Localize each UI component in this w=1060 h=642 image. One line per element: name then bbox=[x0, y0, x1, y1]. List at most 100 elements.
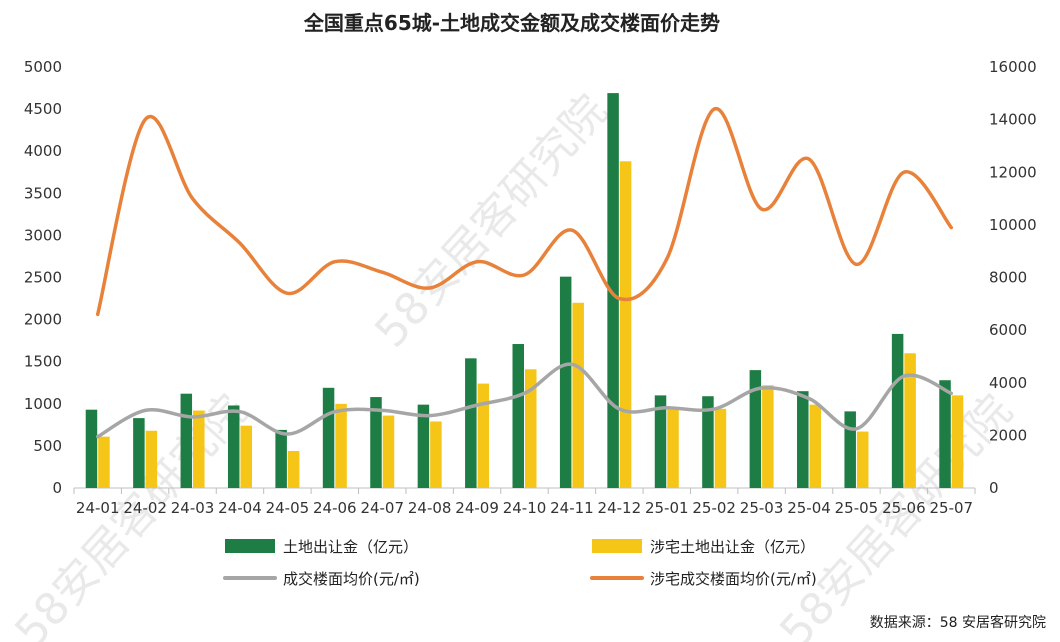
y-left-tick-label: 3500 bbox=[24, 184, 62, 202]
y-left-tick-label: 4500 bbox=[24, 100, 62, 118]
bar-land-revenue bbox=[465, 358, 477, 488]
line-residential-avg-floor-price bbox=[95, 107, 954, 317]
x-tick-label: 25-02 bbox=[692, 499, 736, 517]
bar-land-revenue bbox=[512, 344, 524, 488]
bar-land-revenue bbox=[559, 276, 572, 488]
bar-residential-land-revenue bbox=[714, 408, 727, 488]
bar-land-revenue bbox=[180, 393, 193, 488]
x-tick-label: 24-05 bbox=[266, 499, 310, 517]
bar-land-revenue bbox=[607, 93, 619, 489]
x-tick-label: 25-03 bbox=[740, 499, 784, 517]
legend-label: 成交楼面均价(元/㎡) bbox=[283, 570, 420, 588]
y-right-tick-label: 12000 bbox=[989, 163, 1037, 181]
point-avg-floor-price bbox=[475, 403, 479, 407]
point-avg-floor-price bbox=[902, 374, 906, 378]
bar-land-revenue bbox=[133, 418, 145, 488]
y-right-tick-label: 0 bbox=[989, 479, 999, 497]
y-right-tick-label: 2000 bbox=[989, 426, 1027, 444]
bar-residential-land-revenue bbox=[477, 383, 490, 488]
point-residential-avg-floor-price bbox=[523, 273, 526, 277]
x-tick-label: 24-02 bbox=[123, 499, 167, 517]
point-avg-floor-price bbox=[285, 432, 289, 436]
bar-land-revenue bbox=[227, 405, 240, 488]
x-tick-label: 24-01 bbox=[76, 499, 120, 517]
y-right-tick-label: 8000 bbox=[989, 269, 1027, 287]
y-left-tick-label: 2000 bbox=[24, 311, 62, 329]
y-right-tick-label: 6000 bbox=[989, 321, 1027, 339]
point-residential-avg-floor-price bbox=[380, 270, 384, 274]
y-left-tick-label: 5000 bbox=[24, 58, 62, 76]
y-right-tick-label: 10000 bbox=[989, 216, 1037, 234]
legend-swatch bbox=[592, 539, 642, 553]
legend-swatch bbox=[225, 539, 275, 553]
point-residential-avg-floor-price bbox=[238, 241, 242, 245]
bar-residential-land-revenue bbox=[98, 436, 110, 488]
point-residential-avg-floor-price bbox=[333, 260, 337, 264]
bar-land-revenue bbox=[417, 404, 430, 488]
bar-land-revenue bbox=[844, 411, 856, 488]
point-residential-avg-floor-price bbox=[143, 118, 147, 122]
x-tick-label: 25-06 bbox=[882, 499, 926, 517]
point-residential-avg-floor-price bbox=[285, 291, 289, 295]
bar-residential-land-revenue bbox=[762, 385, 774, 488]
bar-residential-land-revenue bbox=[951, 395, 964, 488]
bar-residential-land-revenue bbox=[856, 431, 869, 488]
x-tick-label: 25-05 bbox=[835, 499, 879, 517]
y-right-tick-label: 14000 bbox=[989, 111, 1037, 129]
bar-residential-land-revenue bbox=[240, 425, 252, 488]
bar-residential-land-revenue bbox=[904, 353, 916, 488]
bar-land-revenue bbox=[749, 370, 762, 488]
point-residential-avg-floor-price bbox=[854, 262, 858, 266]
y-left-tick-label: 0 bbox=[52, 479, 62, 497]
x-tick-label: 24-07 bbox=[360, 499, 404, 517]
x-tick-label: 24-09 bbox=[455, 499, 499, 517]
y-right-tick-label: 4000 bbox=[989, 374, 1027, 392]
bars bbox=[85, 93, 964, 489]
point-avg-floor-price bbox=[712, 407, 716, 411]
point-avg-floor-price bbox=[665, 406, 669, 410]
x-tick-label: 24-08 bbox=[408, 499, 452, 517]
x-tick-label: 25-01 bbox=[645, 499, 689, 517]
bar-land-revenue bbox=[85, 409, 98, 488]
bar-residential-land-revenue bbox=[430, 421, 442, 488]
x-tick-label: 25-07 bbox=[929, 499, 973, 517]
point-residential-avg-floor-price bbox=[760, 207, 764, 211]
legend-label: 涉宅成交楼面均价(元/㎡) bbox=[650, 570, 817, 588]
source-note: 数据来源：58 安居客研究院 bbox=[870, 614, 1046, 631]
point-residential-avg-floor-price bbox=[428, 286, 432, 290]
point-avg-floor-price bbox=[949, 391, 953, 395]
y-left-tick-label: 1500 bbox=[24, 353, 62, 371]
bar-residential-land-revenue bbox=[619, 161, 632, 488]
point-residential-avg-floor-price bbox=[96, 312, 100, 316]
point-avg-floor-price bbox=[570, 362, 574, 366]
bar-residential-land-revenue bbox=[667, 407, 679, 488]
y-left-tick-label: 500 bbox=[33, 437, 62, 455]
point-avg-floor-price bbox=[380, 408, 384, 412]
bar-residential-land-revenue bbox=[287, 450, 300, 488]
point-residential-avg-floor-price bbox=[949, 226, 953, 230]
bar-residential-land-revenue bbox=[335, 403, 347, 488]
x-tick-label: 24-12 bbox=[598, 499, 642, 517]
point-avg-floor-price bbox=[807, 397, 811, 401]
y-right-tick-label: 16000 bbox=[989, 58, 1037, 76]
point-avg-floor-price bbox=[760, 386, 764, 390]
point-residential-avg-floor-price bbox=[665, 257, 669, 261]
point-residential-avg-floor-price bbox=[570, 228, 574, 232]
bar-land-revenue bbox=[702, 396, 714, 488]
y-left-tick-label: 4000 bbox=[24, 142, 62, 160]
legend-label: 土地出让金（亿元） bbox=[283, 538, 418, 556]
x-tick-label: 24-11 bbox=[550, 499, 594, 517]
point-avg-floor-price bbox=[191, 415, 195, 419]
bar-land-revenue bbox=[654, 395, 667, 488]
bar-land-revenue bbox=[275, 429, 287, 488]
x-tick-label: 24-03 bbox=[171, 499, 215, 517]
chart-title: 全国重点65城-土地成交金额及成交楼面价走势 bbox=[303, 11, 720, 35]
legend: 土地出让金（亿元） 涉宅土地出让金（亿元） 成交楼面均价(元/㎡) 涉宅成交楼面均价(… bbox=[223, 538, 817, 588]
point-avg-floor-price bbox=[617, 407, 621, 411]
x-tick-label: 24-10 bbox=[503, 499, 547, 517]
bar-residential-land-revenue bbox=[193, 410, 205, 488]
point-residential-avg-floor-price bbox=[807, 157, 811, 161]
lines bbox=[95, 107, 954, 439]
y-left-tick-label: 1000 bbox=[24, 395, 62, 413]
